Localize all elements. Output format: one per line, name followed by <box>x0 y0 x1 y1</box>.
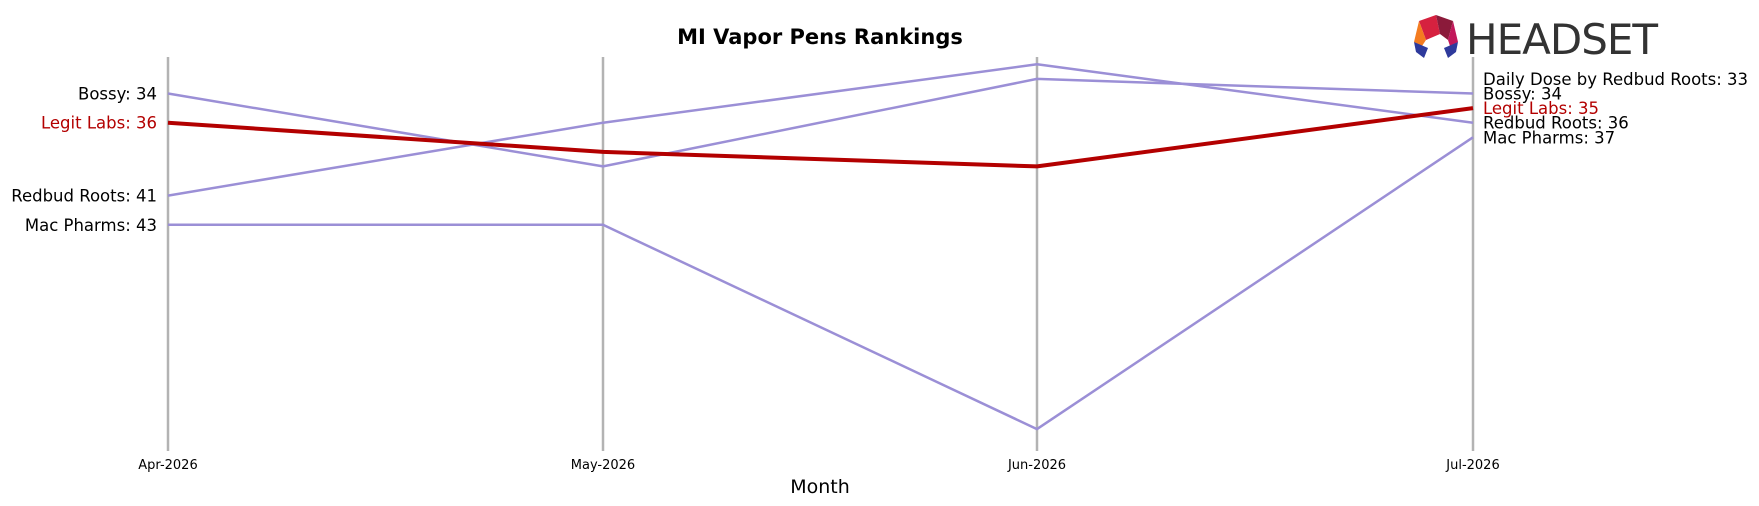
right-label-bossy: Bossy: 34 <box>1483 85 1562 104</box>
x-tick-labels: Apr-2026 May-2026 Jun-2026 Jul-2026 <box>138 458 1499 473</box>
headset-logo-icon <box>1414 15 1458 58</box>
right-label-redbud-roots: Redbud Roots: 36 <box>1483 114 1629 133</box>
x-tick-jul-2026: Jul-2026 <box>1445 458 1499 473</box>
left-label-legit-labs: Legit Labs: 36 <box>41 114 157 133</box>
vertical-gridlines <box>166 57 1475 451</box>
x-tick-jun-2026: Jun-2026 <box>1007 458 1066 473</box>
headset-logo: HEADSET <box>1414 15 1659 64</box>
logo-wordmark: HEADSET <box>1466 15 1658 64</box>
series-line-redbud-roots <box>167 63 1474 197</box>
series-lines <box>167 63 1474 431</box>
x-tick-apr-2026: Apr-2026 <box>138 458 197 473</box>
left-end-labels: Bossy: 34 Legit Labs: 36 Redbud Roots: 41 M… <box>11 85 157 235</box>
chart-title: MI Vapor Pens Rankings <box>677 25 963 49</box>
series-line-mac-pharms <box>168 136 1474 431</box>
x-axis-label: Month <box>790 476 850 498</box>
left-label-bossy: Bossy: 34 <box>78 85 157 104</box>
left-label-redbud-roots: Redbud Roots: 41 <box>11 187 157 206</box>
right-label-mac-pharms: Mac Pharms: 37 <box>1483 128 1615 147</box>
series-line-bossy <box>167 77 1474 168</box>
right-label-legit-labs: Legit Labs: 35 <box>1483 99 1599 118</box>
right-label-daily-dose-by-redbud-roots: Daily Dose by Redbud Roots: 33 <box>1483 70 1748 89</box>
x-tick-may-2026: May-2026 <box>571 458 635 473</box>
left-label-mac-pharms: Mac Pharms: 43 <box>25 216 157 235</box>
series-line-legit-labs <box>167 106 1474 169</box>
